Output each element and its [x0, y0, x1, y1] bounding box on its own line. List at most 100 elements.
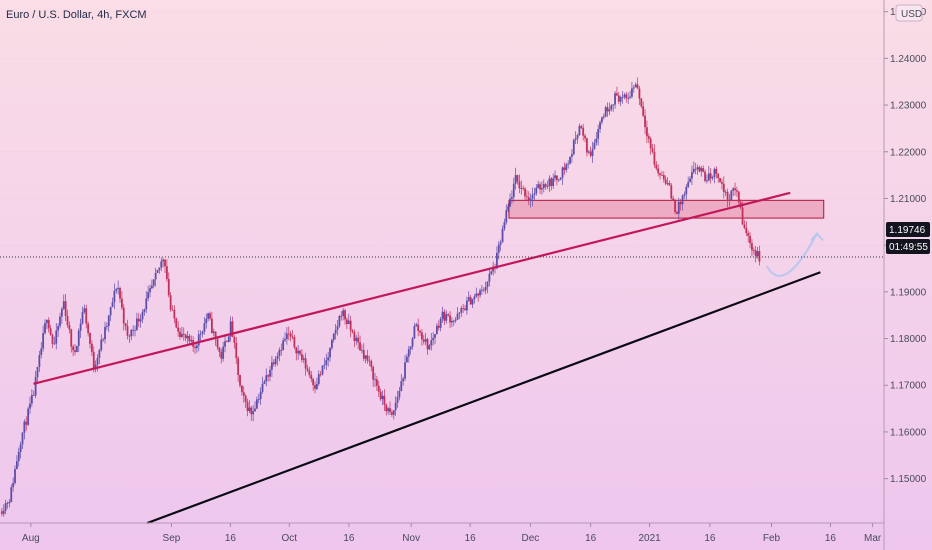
- candle-body: [497, 244, 500, 253]
- candle-body: [608, 109, 611, 112]
- candle-body: [173, 309, 176, 319]
- candle-body: [357, 337, 360, 343]
- candle-body: [72, 346, 75, 351]
- x-tick-label: Dec: [522, 533, 540, 544]
- candle-body: [306, 368, 309, 371]
- candle-body: [342, 310, 345, 317]
- candle-body: [537, 184, 540, 188]
- candle-body: [107, 315, 110, 327]
- candle-body: [567, 163, 570, 165]
- candle-body: [115, 289, 118, 291]
- candle-body: [370, 360, 373, 367]
- candle-body: [252, 411, 255, 415]
- candle-body: [614, 93, 616, 105]
- candle-body: [552, 178, 555, 186]
- candle-body: [134, 329, 136, 331]
- candle-body: [270, 362, 273, 370]
- candle-body: [227, 336, 230, 342]
- candle-body: [661, 175, 663, 176]
- x-tick-label: Aug: [22, 533, 40, 544]
- candle-body: [152, 279, 155, 286]
- candle-body: [396, 397, 399, 403]
- candle-body: [717, 173, 720, 179]
- y-tick-label: 1.17000: [890, 381, 927, 392]
- candle-body: [216, 338, 219, 348]
- candle-body: [38, 355, 41, 367]
- candle-body: [209, 313, 211, 319]
- candle-body: [321, 365, 324, 375]
- x-tick-label: Sep: [163, 533, 181, 544]
- candle-body: [34, 377, 37, 396]
- y-tick-label: 1.18000: [890, 334, 927, 345]
- candle-body: [409, 346, 412, 350]
- candle-body: [347, 320, 350, 325]
- candle-body: [53, 343, 56, 345]
- x-tick-label: Mar: [864, 533, 882, 544]
- candle-body: [559, 177, 562, 180]
- candle-body: [612, 104, 615, 106]
- candle-body: [274, 358, 277, 365]
- candle-body: [374, 379, 376, 381]
- candle-body: [117, 287, 120, 290]
- candle-body: [642, 106, 645, 116]
- candle-body: [428, 345, 431, 350]
- candle-body: [244, 395, 247, 402]
- candle-body: [308, 370, 311, 376]
- candle-body: [355, 337, 358, 341]
- candle-body: [631, 88, 633, 97]
- candle-body: [64, 301, 67, 316]
- candle-body: [389, 408, 391, 413]
- candle-body: [439, 319, 442, 328]
- currency-button[interactable]: [895, 4, 923, 22]
- candle-body: [171, 309, 174, 311]
- candle-body: [704, 171, 706, 181]
- candle-body: [113, 290, 116, 303]
- candle-body: [327, 357, 330, 361]
- candle-body: [467, 297, 470, 301]
- candle-body: [98, 350, 101, 358]
- candle-body: [634, 84, 637, 88]
- candle-body: [25, 421, 28, 425]
- candle-body: [242, 392, 245, 396]
- candle-body: [51, 334, 54, 344]
- candle-body: [683, 194, 686, 196]
- candle-body: [23, 421, 26, 433]
- candle-body: [349, 320, 352, 331]
- x-tick-label: 16: [585, 533, 597, 544]
- candle-body: [184, 334, 187, 339]
- candle-body: [677, 202, 680, 214]
- candle-body: [752, 250, 755, 252]
- candle-body: [149, 288, 151, 293]
- resistance-zone: [508, 199, 825, 219]
- candle-body: [366, 355, 369, 361]
- candle-body: [402, 378, 405, 382]
- candle-body: [111, 302, 114, 308]
- candle-body: [441, 311, 444, 320]
- candle-body: [709, 173, 712, 179]
- candle-body: [120, 298, 123, 308]
- candle-body: [179, 331, 181, 337]
- candle-body: [458, 312, 461, 314]
- candle-body: [60, 308, 63, 317]
- candle-body: [484, 287, 487, 291]
- candle-body: [535, 187, 538, 194]
- candle-body: [664, 179, 667, 184]
- candle-body: [580, 126, 583, 128]
- lower-trendline: [146, 271, 821, 525]
- candle-body: [130, 329, 133, 337]
- candle-body: [105, 326, 108, 327]
- candle-body: [715, 168, 718, 174]
- candle-body: [47, 319, 50, 329]
- candle-body: [591, 149, 594, 156]
- candle-body: [576, 134, 579, 139]
- candle-body: [299, 350, 301, 355]
- candle-body: [640, 98, 643, 107]
- x-tick-label: Feb: [763, 533, 781, 544]
- candle-body: [59, 316, 61, 327]
- candle-body: [662, 175, 665, 180]
- candle-body: [42, 333, 45, 349]
- candle-body: [167, 279, 170, 296]
- candle-body: [582, 127, 585, 136]
- time-axis[interactable]: Aug Sep 16 Oct 16 Nov 16 Dec 16 2021 16 Feb 16 Mar: [22, 523, 882, 544]
- candle-body: [135, 318, 138, 330]
